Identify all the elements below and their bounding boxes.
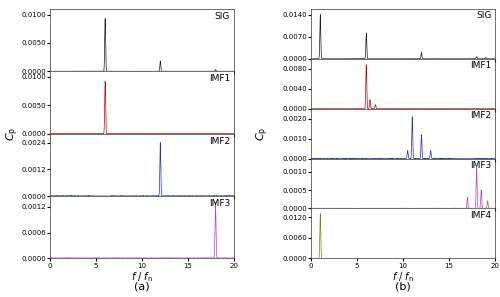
X-axis label: $f$ / $f_{\mathrm{n}}$: $f$ / $f_{\mathrm{n}}$ bbox=[131, 270, 153, 284]
Text: $C_\mathrm{p}$: $C_\mathrm{p}$ bbox=[254, 127, 270, 141]
Text: IMF1: IMF1 bbox=[470, 61, 492, 70]
X-axis label: $f$ / $f_{\mathrm{n}}$: $f$ / $f_{\mathrm{n}}$ bbox=[392, 270, 414, 284]
Text: IMF3: IMF3 bbox=[470, 161, 492, 170]
Text: (b): (b) bbox=[395, 281, 411, 291]
Text: IMF1: IMF1 bbox=[209, 75, 230, 83]
Text: (a): (a) bbox=[134, 281, 150, 291]
Text: IMF3: IMF3 bbox=[209, 199, 230, 208]
Text: SIG: SIG bbox=[476, 11, 492, 20]
Text: $C_\mathrm{p}$: $C_\mathrm{p}$ bbox=[4, 127, 20, 141]
Text: IMF2: IMF2 bbox=[470, 111, 492, 120]
Text: IMF2: IMF2 bbox=[209, 137, 230, 146]
Text: SIG: SIG bbox=[215, 12, 230, 21]
Text: IMF4: IMF4 bbox=[470, 211, 492, 220]
